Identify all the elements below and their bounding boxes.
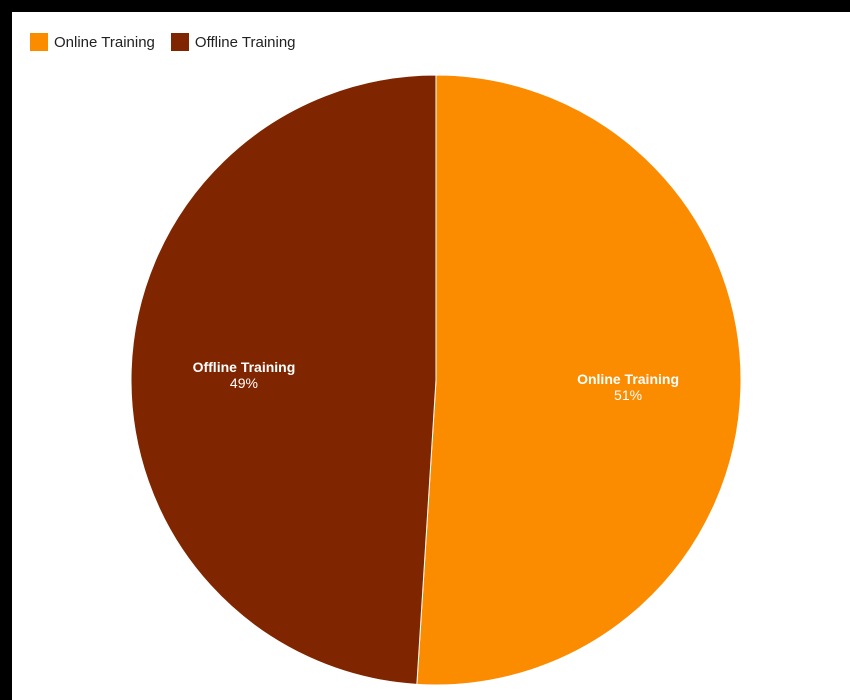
legend-item-offline-training[interactable]: Offline Training bbox=[170, 33, 296, 51]
legend-item-online-training[interactable]: Online Training bbox=[30, 33, 155, 51]
pie-slice-online-training[interactable] bbox=[416, 74, 742, 686]
slice-percent-online-training: 51% bbox=[614, 387, 642, 403]
legend-swatch-online-training bbox=[30, 33, 48, 51]
chart-frame: Online Training Offline Training Online … bbox=[12, 12, 850, 700]
pie-slice-offline-training[interactable] bbox=[130, 74, 437, 685]
slice-label-online-training: Online Training bbox=[577, 371, 679, 387]
slice-percent-offline-training: 49% bbox=[230, 375, 258, 391]
chart-legend: Online Training Offline Training bbox=[30, 33, 296, 51]
legend-label-online-training: Online Training bbox=[54, 33, 155, 51]
legend-label-offline-training: Offline Training bbox=[194, 33, 296, 51]
slice-label-offline-training: Offline Training bbox=[193, 359, 296, 375]
legend-swatch-offline-training bbox=[170, 33, 189, 51]
